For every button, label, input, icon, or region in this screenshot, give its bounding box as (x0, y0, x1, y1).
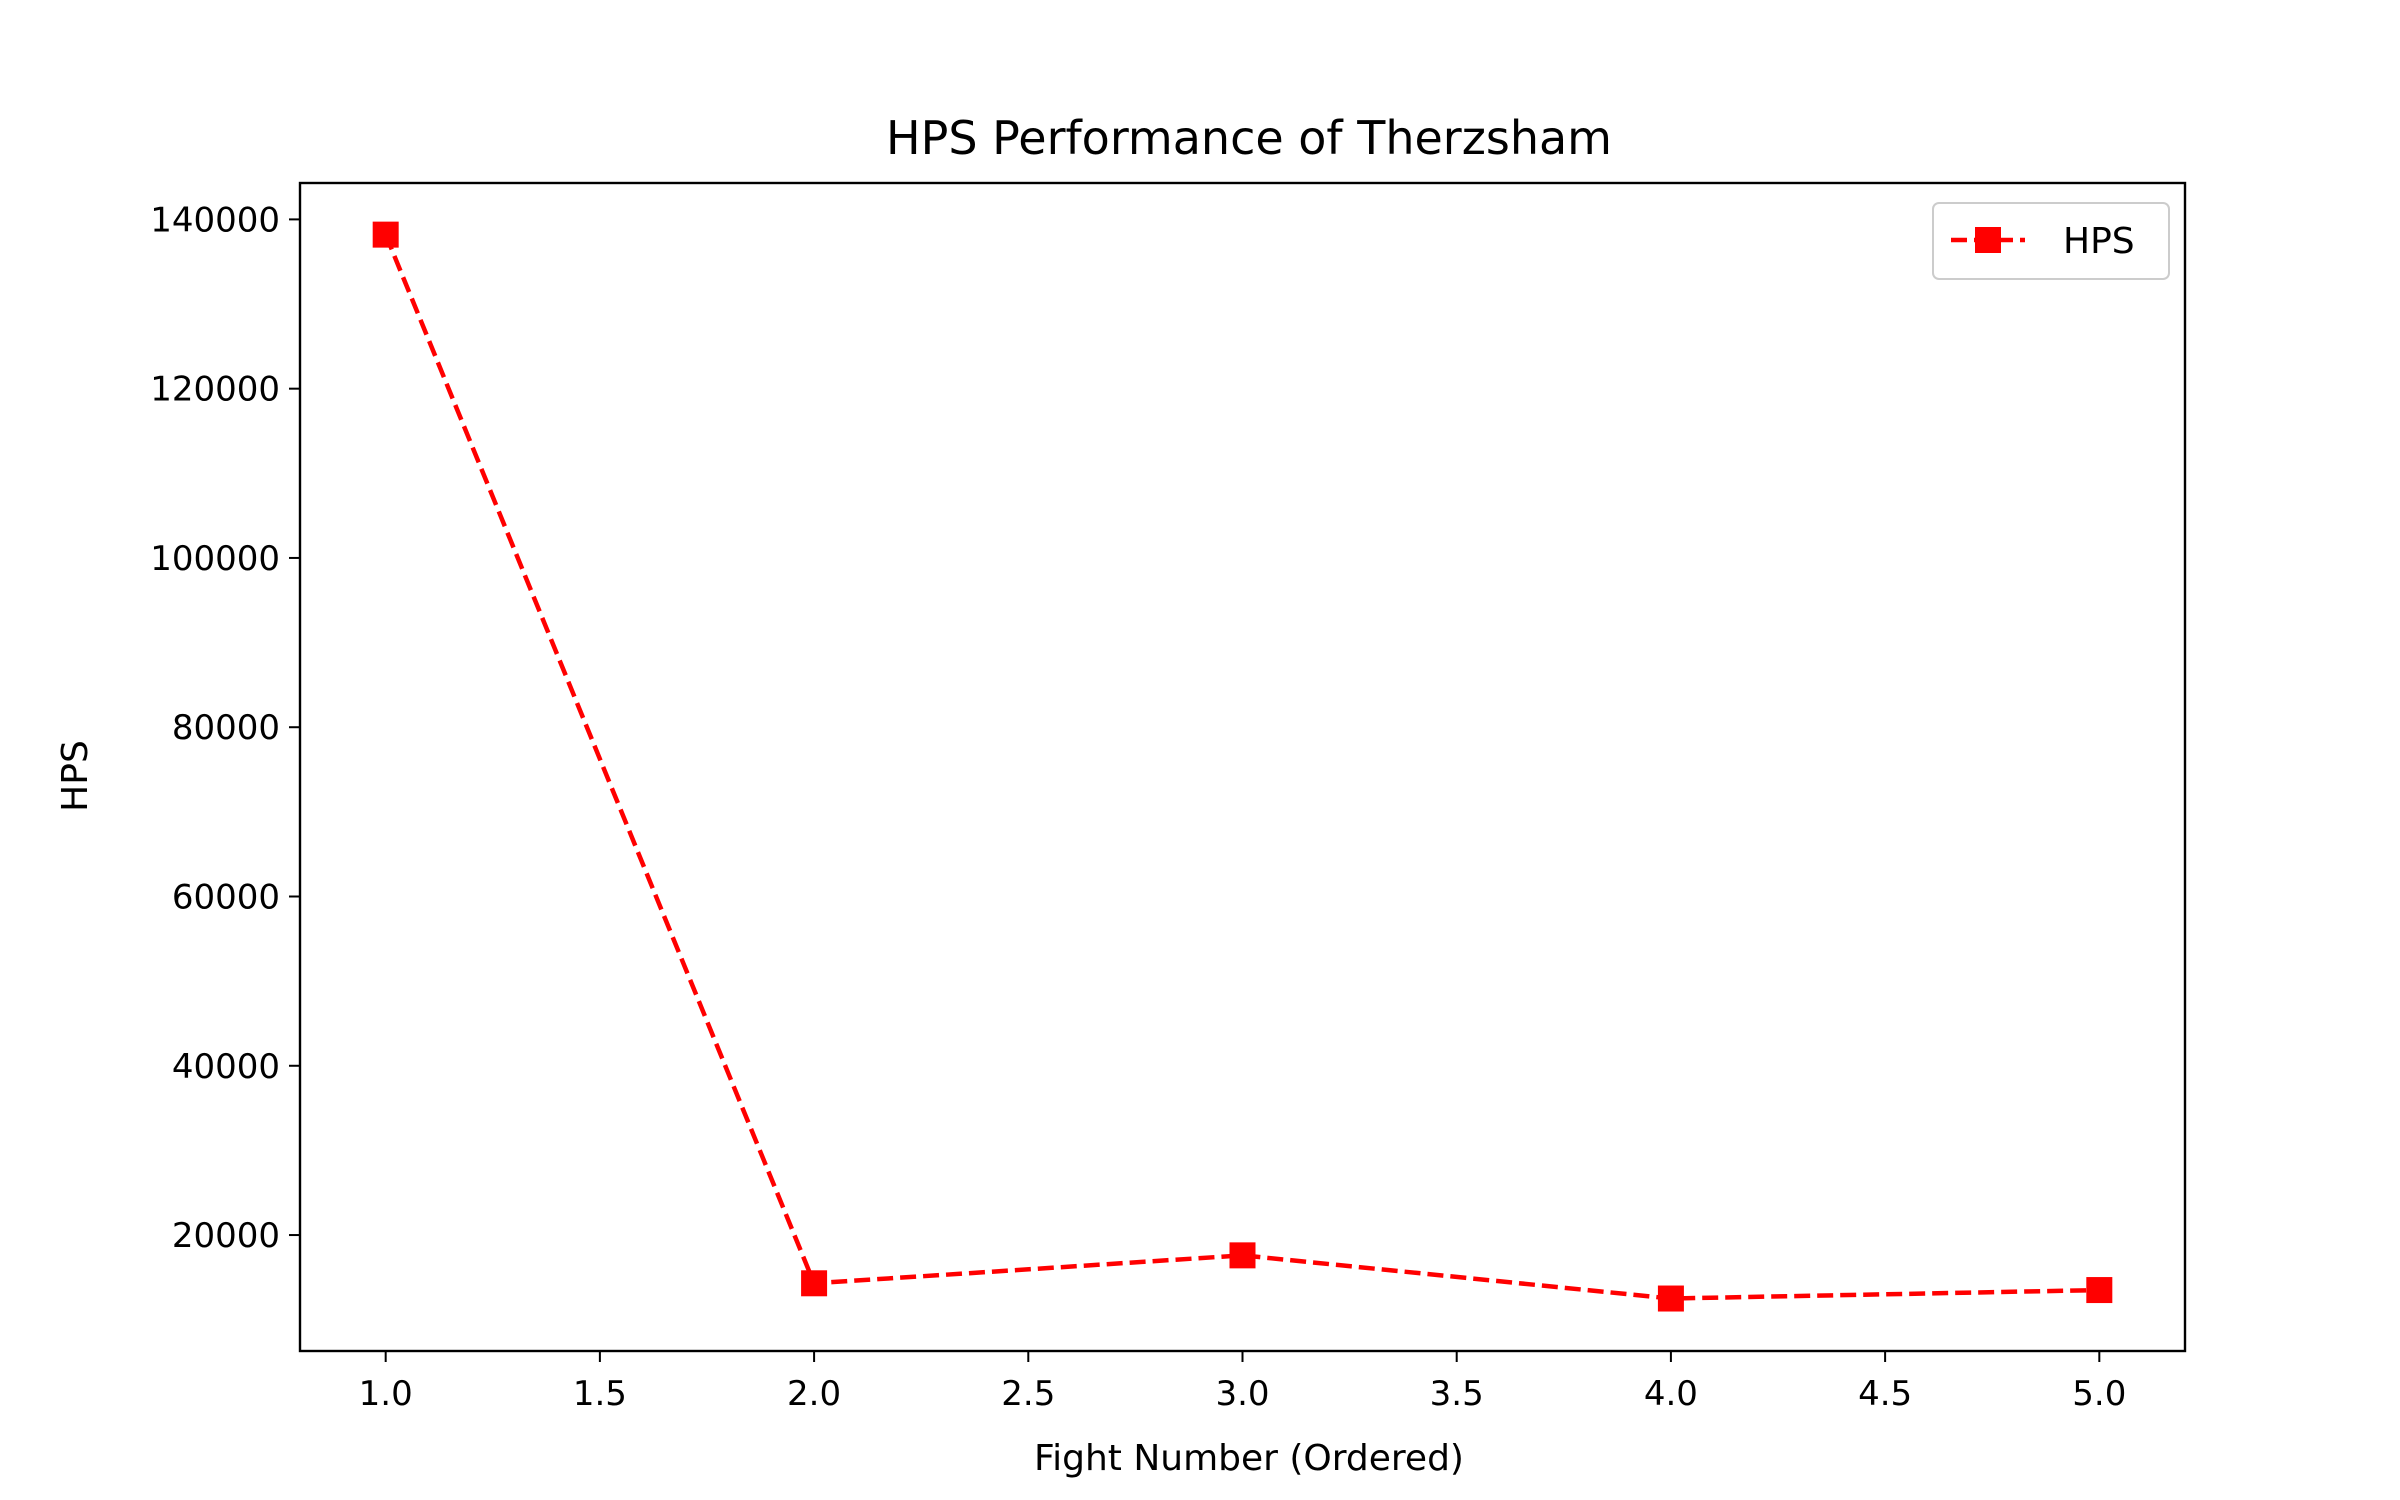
data-point-marker (1657, 1285, 1684, 1312)
y-tick-label: 140000 (150, 200, 280, 240)
x-tick-label: 3.0 (1215, 1374, 1269, 1414)
y-tick-label: 120000 (150, 370, 280, 410)
x-tick-label: 1.5 (573, 1374, 627, 1414)
x-axis-ticks: 1.0 1.5 2.0 2.5 3.0 3.5 4.0 4.5 5.0 (359, 1351, 2126, 1414)
y-tick-label: 20000 (172, 1216, 280, 1256)
data-point-marker (2086, 1277, 2113, 1304)
x-axis-label: Fight Number (Ordered) (1034, 1438, 1464, 1479)
data-point-marker (1229, 1242, 1256, 1269)
legend-box (1932, 202, 2170, 280)
x-tick-label: 2.0 (787, 1374, 841, 1414)
chart-legend: HPS (1932, 202, 2170, 280)
x-tick-label: 1.0 (359, 1374, 413, 1414)
plot-area-frame (298, 181, 2187, 1353)
y-axis-ticks: 20000 40000 60000 80000 100000 120000 140000 (150, 200, 300, 1256)
x-tick-label: 3.5 (1430, 1374, 1484, 1414)
y-tick-label: 40000 (172, 1047, 280, 1087)
y-axis-label: HPS (55, 740, 96, 812)
x-tick-label: 2.5 (1001, 1374, 1055, 1414)
legend-label-hps: HPS (2063, 221, 2135, 262)
data-point-marker (372, 221, 399, 248)
x-tick-label: 4.0 (1644, 1374, 1698, 1414)
legend-square-marker (1975, 227, 2001, 253)
x-tick-label: 5.0 (2072, 1374, 2126, 1414)
series-layer (372, 221, 2113, 1312)
y-tick-label: 100000 (150, 539, 280, 579)
x-tick-label: 4.5 (1858, 1374, 1912, 1414)
data-point-marker (801, 1270, 828, 1297)
y-tick-label: 80000 (172, 708, 280, 748)
chart-title: HPS Performance of Therzsham (886, 111, 1612, 165)
y-tick-label: 60000 (172, 877, 280, 917)
